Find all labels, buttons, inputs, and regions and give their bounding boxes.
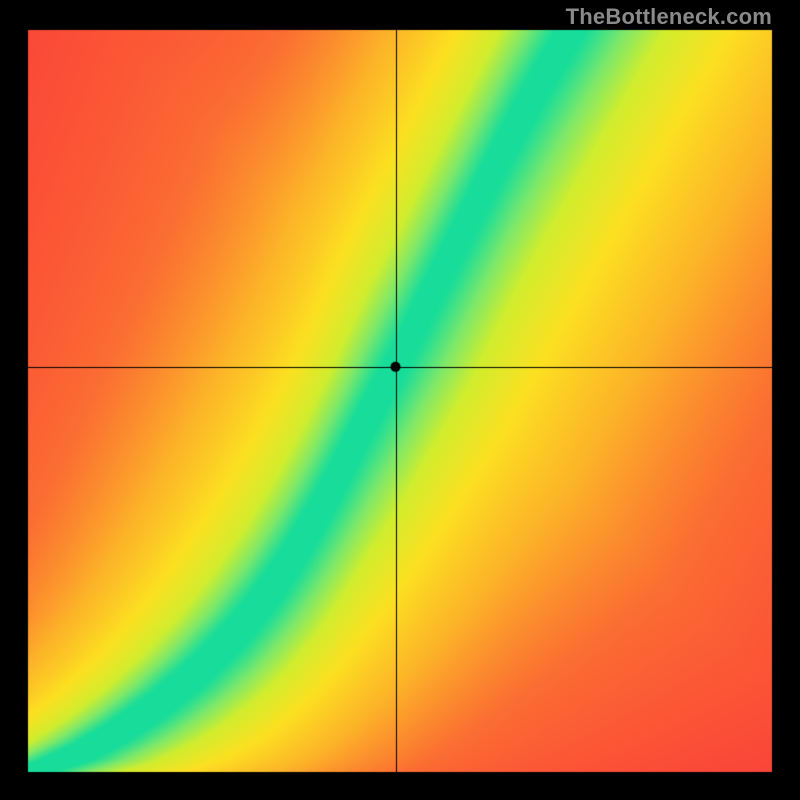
watermark-text: TheBottleneck.com (566, 4, 772, 30)
bottleneck-heatmap (0, 0, 800, 800)
